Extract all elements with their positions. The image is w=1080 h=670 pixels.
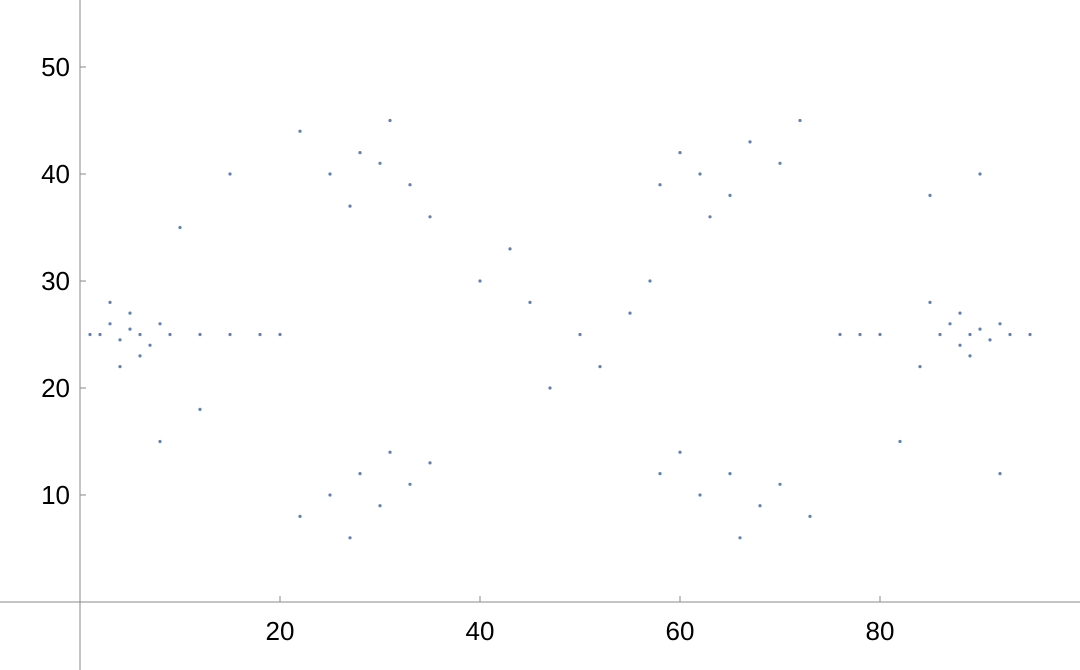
- data-point: [258, 332, 262, 337]
- data-point: [708, 215, 712, 219]
- data-point: [958, 343, 962, 347]
- data-point: [378, 504, 382, 508]
- data-point: [838, 332, 842, 337]
- data-point: [1028, 332, 1032, 337]
- data-point: [998, 322, 1002, 326]
- data-point: [728, 472, 732, 476]
- data-point: [158, 322, 162, 326]
- y-tick-label: 10: [41, 480, 70, 510]
- data-point: [728, 193, 732, 197]
- x-tick-label: 40: [466, 616, 495, 646]
- data-point: [578, 332, 582, 337]
- data-point: [298, 129, 302, 133]
- data-point: [118, 365, 122, 369]
- data-point: [988, 338, 992, 342]
- data-point: [358, 472, 362, 476]
- data-point: [938, 332, 942, 337]
- data-point: [528, 300, 532, 304]
- data-point: [328, 493, 332, 497]
- data-point: [758, 504, 762, 508]
- data-point: [898, 439, 902, 444]
- data-point: [138, 332, 142, 337]
- data-point: [1008, 332, 1012, 337]
- data-point: [138, 354, 142, 358]
- data-point: [408, 482, 412, 486]
- data-point: [348, 536, 352, 540]
- data-point: [678, 151, 682, 155]
- data-point: [548, 386, 552, 390]
- data-point: [978, 327, 982, 331]
- data-point: [698, 493, 702, 497]
- data-point: [408, 183, 412, 187]
- data-point: [928, 300, 932, 304]
- data-point: [678, 450, 682, 454]
- data-point: [928, 193, 932, 197]
- data-point: [128, 327, 132, 331]
- data-point: [108, 300, 112, 304]
- data-point: [958, 311, 962, 315]
- data-point: [378, 161, 382, 165]
- data-point: [648, 279, 652, 283]
- data-point: [388, 450, 392, 454]
- data-point: [478, 279, 482, 283]
- data-point: [858, 332, 862, 337]
- data-point: [348, 204, 352, 208]
- data-point: [158, 439, 162, 444]
- data-point: [778, 161, 782, 165]
- data-point: [128, 311, 132, 315]
- y-tick-label: 40: [41, 159, 70, 189]
- data-point: [298, 514, 302, 519]
- data-point: [598, 365, 602, 369]
- y-ticks: 10 20 30 40 50: [41, 52, 86, 510]
- data-point: [228, 172, 232, 176]
- data-point: [198, 407, 202, 411]
- data-point: [778, 482, 782, 486]
- data-point: [798, 118, 802, 123]
- x-ticks: 20 40 60 80: [266, 596, 895, 646]
- data-point: [278, 332, 282, 337]
- data-point: [358, 151, 362, 155]
- data-point: [168, 332, 172, 337]
- data-point: [228, 332, 232, 337]
- data-point: [808, 514, 812, 519]
- data-point: [118, 338, 122, 342]
- data-point: [388, 118, 392, 123]
- data-point: [98, 332, 102, 337]
- y-tick-label: 20: [41, 373, 70, 403]
- data-point: [948, 322, 952, 326]
- data-point: [738, 536, 742, 540]
- data-point: [108, 322, 112, 326]
- data-point: [748, 140, 752, 144]
- x-tick-label: 20: [266, 616, 295, 646]
- data-point: [658, 472, 662, 476]
- data-point: [198, 332, 202, 337]
- data-point: [88, 332, 92, 337]
- x-tick-label: 80: [866, 616, 895, 646]
- data-point: [178, 225, 182, 230]
- data-point: [978, 172, 982, 176]
- data-point: [698, 172, 702, 176]
- data-point: [328, 172, 332, 176]
- data-point: [428, 215, 432, 219]
- data-points: [88, 118, 1032, 540]
- y-tick-label: 50: [41, 52, 70, 82]
- data-point: [148, 343, 152, 347]
- data-point: [508, 247, 512, 251]
- data-point: [428, 461, 432, 465]
- data-point: [628, 311, 632, 315]
- x-tick-label: 60: [666, 616, 695, 646]
- data-point: [658, 183, 662, 187]
- data-point: [878, 332, 882, 337]
- data-point: [968, 354, 972, 358]
- data-point: [918, 365, 922, 369]
- data-point: [968, 332, 972, 337]
- data-point: [998, 472, 1002, 476]
- y-tick-label: 30: [41, 266, 70, 296]
